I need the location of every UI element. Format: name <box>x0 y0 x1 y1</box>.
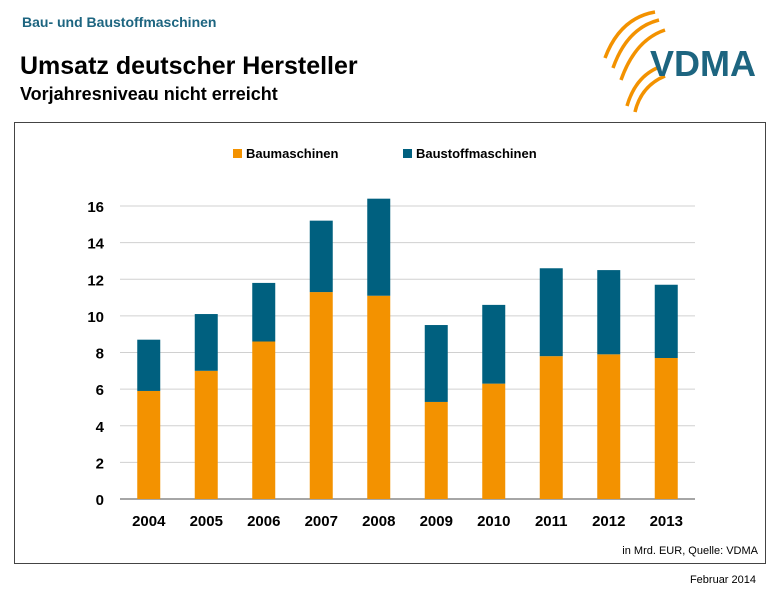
legend-swatch-baustoffmaschinen <box>403 149 412 158</box>
x-tick-label: 2012 <box>592 513 625 530</box>
bar-baumaschinen-2009 <box>424 401 448 499</box>
bar-baustoffmaschinen-2010 <box>482 304 506 384</box>
page-subtitle: Vorjahresniveau nicht erreicht <box>20 84 278 104</box>
y-tick-label: 14 <box>87 236 104 253</box>
source-note: in Mrd. EUR, Quelle: VDMA <box>622 545 758 557</box>
bar-baumaschinen-2010 <box>482 383 506 499</box>
bar-baustoffmaschinen-2013 <box>654 284 678 358</box>
bar-baustoffmaschinen-2012 <box>597 270 621 355</box>
y-tick-label: 16 <box>87 199 104 216</box>
x-tick-label: 2009 <box>420 513 453 530</box>
bar-baumaschinen-2012 <box>597 354 621 499</box>
x-tick-label: 2013 <box>650 513 683 530</box>
date-label: Februar 2014 <box>689 574 756 586</box>
bar-baumaschinen-2007 <box>309 292 333 499</box>
bar-baumaschinen-2008 <box>367 295 391 499</box>
x-tick-label: 2007 <box>305 513 338 530</box>
x-tick-label: 2011 <box>535 513 568 530</box>
bar-baustoffmaschinen-2005 <box>194 314 218 371</box>
legend-label: Baustoffmaschinen <box>416 146 537 161</box>
y-tick-label: 8 <box>96 346 104 363</box>
legend-swatch-baumaschinen <box>233 149 242 158</box>
legend-label: Baumaschinen <box>246 146 339 161</box>
x-tick-label: 2005 <box>190 513 223 530</box>
x-tick-label: 2010 <box>477 513 510 530</box>
bar-baustoffmaschinen-2007 <box>309 220 333 293</box>
x-tick-label: 2008 <box>362 513 395 530</box>
y-tick-label: 6 <box>96 382 104 399</box>
x-tick-label: 2006 <box>247 513 280 530</box>
y-tick-label: 0 <box>96 492 104 509</box>
section-label: Bau- und Baustoffmaschinen <box>22 14 217 30</box>
bar-baustoffmaschinen-2008 <box>367 198 391 296</box>
bar-baustoffmaschinen-2011 <box>539 268 563 357</box>
chart-frame: 0 2 4 6 8 10 12 14 16 2004 2005 2006 2007 2008 2009 201… <box>14 122 766 564</box>
logo-text: VDMA <box>650 43 756 84</box>
page-title: Umsatz deutscher Hersteller <box>20 52 358 80</box>
bar-baumaschinen-2013 <box>654 357 678 499</box>
bar-baumaschinen-2004 <box>137 390 161 499</box>
x-tick-label: 2004 <box>132 513 166 530</box>
y-tick-label: 2 <box>96 455 104 472</box>
y-tick-label: 4 <box>96 419 105 436</box>
bar-baumaschinen-2006 <box>252 341 276 499</box>
bar-baumaschinen-2005 <box>194 370 218 499</box>
bar-baustoffmaschinen-2006 <box>252 282 276 342</box>
y-tick-label: 10 <box>87 309 104 326</box>
bar-baustoffmaschinen-2009 <box>424 325 448 402</box>
vdma-logo: VDMA <box>603 10 756 113</box>
bar-baustoffmaschinen-2004 <box>137 339 161 391</box>
bar-baumaschinen-2011 <box>539 356 563 499</box>
stacked-bar-chart: 0 2 4 6 8 10 12 14 16 2004 2005 2006 2007 2008 2009 201… <box>87 146 695 530</box>
y-tick-label: 12 <box>87 272 104 289</box>
